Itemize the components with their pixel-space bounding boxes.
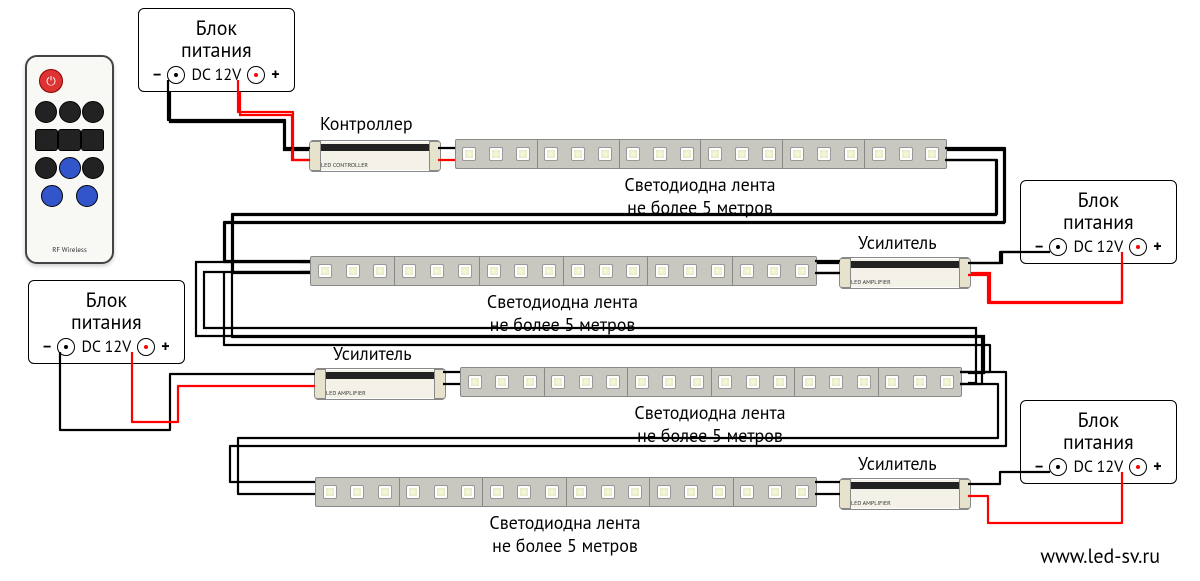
wiring: [0, 0, 1200, 581]
